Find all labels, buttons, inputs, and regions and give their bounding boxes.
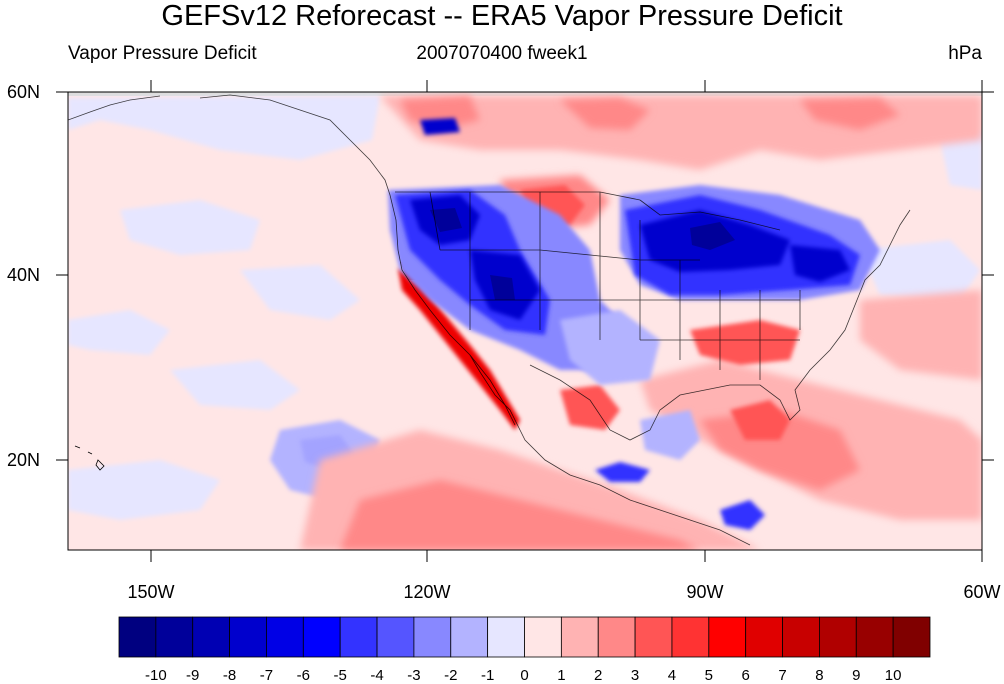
colorbar-label: 10 — [885, 667, 902, 684]
colorbar-label: -3 — [407, 667, 420, 684]
colorbar-swatch — [413, 616, 452, 658]
coastline-icon — [68, 94, 911, 546]
map-ticks — [56, 80, 994, 562]
colorbar-label: 6 — [742, 667, 750, 684]
colorbar-swatch — [782, 616, 820, 658]
colorbar-label: -2 — [444, 667, 457, 684]
colorbar-label: 9 — [852, 667, 860, 684]
colorbar-label: 3 — [631, 667, 639, 684]
lat-label: 20N — [7, 450, 40, 470]
colorbar-swatch — [302, 616, 341, 658]
colorbar-label: -6 — [297, 667, 310, 684]
colorbar-swatch — [376, 616, 415, 658]
colorbar-swatch — [855, 616, 894, 658]
lon-label: 150W — [127, 582, 174, 602]
colorbar-label: 4 — [668, 667, 676, 684]
colorbar-swatch — [118, 616, 157, 658]
lat-label: 40N — [7, 265, 40, 285]
colorbar-label: 1 — [557, 667, 565, 684]
colorbar-swatch — [450, 616, 489, 658]
colorbar-label: 8 — [815, 667, 823, 684]
colorbar-label: -7 — [260, 667, 273, 684]
colorbar-swatch — [487, 616, 525, 658]
colorbar-swatch — [192, 616, 230, 658]
colorbar-swatch — [155, 616, 194, 658]
colorbar-label: -4 — [370, 667, 383, 684]
colorbar-swatch — [560, 616, 599, 658]
colorbar: -10 -9 -8 -7 -6 -5 -4 -3 -2 -1 0 1 2 3 4 5 6 7 8 9 10 — [118, 616, 931, 684]
units-label: hPa — [948, 43, 982, 64]
page-title: GEFSv12 Reforecast -- ERA5 Vapor Pressur… — [161, 0, 843, 32]
colorbar-label: -8 — [223, 667, 236, 684]
colorbar-swatch — [892, 616, 931, 658]
variable-label: Vapor Pressure Deficit — [68, 43, 257, 64]
colorbar-swatch — [597, 616, 636, 658]
colorbar-swatch — [339, 616, 378, 658]
colorbar-swatch — [819, 616, 857, 658]
colorbar-swatch — [524, 616, 562, 658]
lon-label: 120W — [403, 582, 450, 602]
colorbar-label: -9 — [186, 667, 199, 684]
colorbar-swatch — [671, 616, 710, 658]
colorbar-label: 7 — [778, 667, 786, 684]
colorbar-swatch — [229, 616, 267, 658]
lon-label: 90W — [686, 582, 723, 602]
colorbar-label: 0 — [520, 667, 528, 684]
lat-label: 60N — [7, 82, 40, 102]
colorbar-label: 2 — [594, 667, 602, 684]
colorbar-label: -5 — [334, 667, 347, 684]
vpd-field — [68, 92, 982, 550]
colorbar-label: -1 — [481, 667, 494, 684]
date-label: 2007070400 fweek1 — [416, 43, 588, 64]
colorbar-swatch — [266, 616, 304, 658]
colorbar-label: -10 — [145, 667, 167, 684]
colorbar-swatch — [745, 616, 783, 658]
colorbar-swatch — [708, 616, 747, 658]
lon-label: 60W — [963, 582, 1000, 602]
colorbar-label: 5 — [705, 667, 713, 684]
colorbar-swatch — [634, 616, 673, 658]
map-frame — [67, 91, 983, 551]
